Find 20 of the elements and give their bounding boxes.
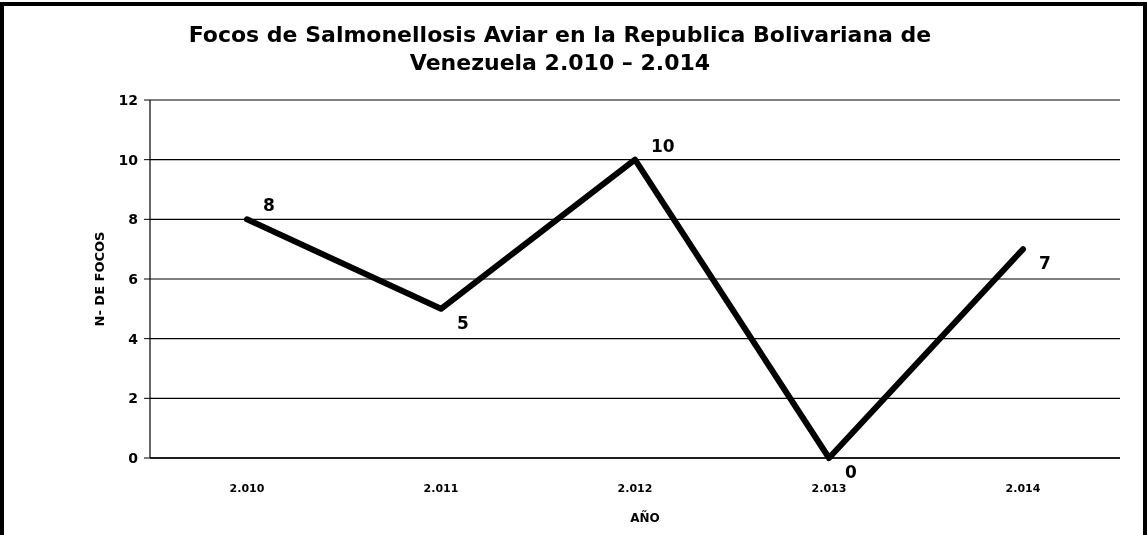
x-axis-title: AÑO [630, 510, 660, 525]
y-tick-label: 10 [118, 151, 139, 168]
data-label: 0 [845, 462, 857, 482]
data-label: 7 [1039, 253, 1051, 274]
y-tick-label: 8 [128, 211, 138, 228]
x-tick-label: 2.013 [811, 482, 847, 495]
x-tick-label: 2.011 [423, 482, 459, 495]
x-tick-label: 2.012 [617, 482, 653, 495]
x-tick-label: 2.014 [1005, 482, 1041, 495]
data-label: 8 [263, 195, 275, 216]
y-axis-title: N- DE FOCOS [92, 231, 107, 327]
y-tick-label: 12 [118, 92, 138, 108]
chart-title: Focos de Salmonellosis Aviar en la Republica Bolivariana de Venezuela 2.010 – 2.014 [188, 22, 932, 75]
y-tick-label: 6 [128, 271, 138, 287]
y-tick-label: 2 [128, 390, 138, 407]
y-tick-label: 4 [128, 330, 139, 347]
data-label: 10 [651, 135, 675, 156]
x-tick-label: 2.010 [229, 482, 265, 495]
y-tick-label: 0 [128, 450, 139, 466]
data-label: 5 [457, 312, 469, 333]
